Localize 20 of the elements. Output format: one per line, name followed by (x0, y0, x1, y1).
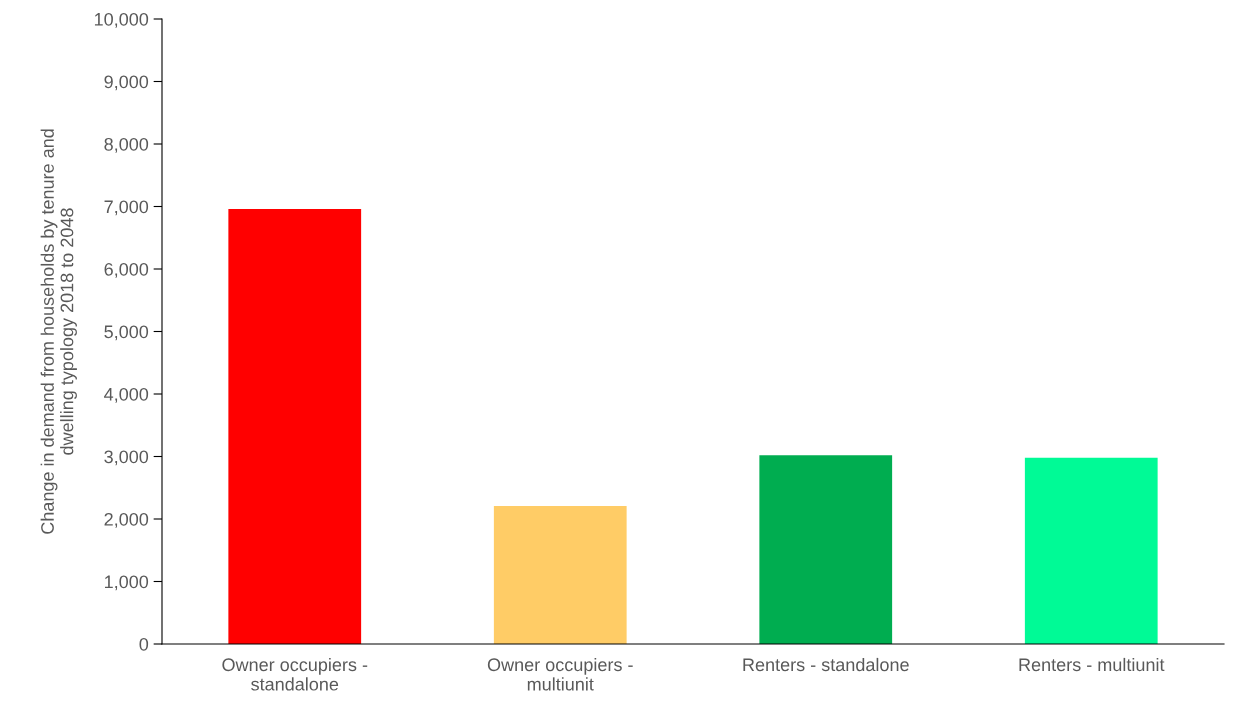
y-tick-label: 8,000 (104, 137, 149, 153)
y-tick-label: 0 (139, 637, 149, 651)
y-tick-label: 7,000 (104, 200, 149, 216)
y-tick-label: 2,000 (104, 512, 149, 528)
bar (1024, 457, 1158, 644)
y-axis-title: Change in demand from households by tenure and dwelling typology 2018 to 2048 (40, 129, 77, 534)
y-tick-label: 3,000 (104, 450, 149, 466)
x-tick-label: Renters - standalone (743, 657, 909, 672)
bar (493, 505, 627, 644)
x-tick-label: Renters - multiunit (1019, 657, 1165, 672)
y-tick-label: 5,000 (104, 325, 149, 341)
x-tick-label: Owner occupiers - multiunit (487, 657, 633, 691)
y-tick-label: 4,000 (104, 387, 149, 403)
bar (759, 455, 893, 644)
y-tick-label: 6,000 (104, 262, 149, 278)
y-tick-label: 1,000 (105, 575, 149, 591)
y-tick-label: 9,000 (104, 75, 149, 91)
y-tick-label: 10,000 (94, 12, 149, 28)
x-tick-label: Owner occupiers - standalone (222, 657, 368, 691)
bar (228, 209, 362, 644)
